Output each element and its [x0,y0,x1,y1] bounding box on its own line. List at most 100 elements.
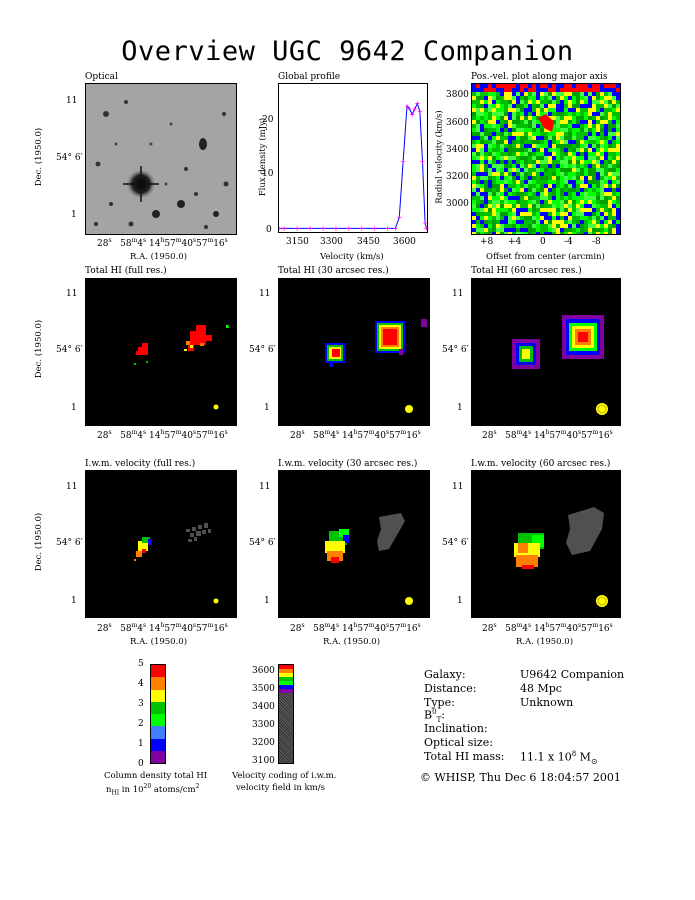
profile-point-17 [415,101,420,106]
flux-axis-label: Flux density (mJy) [258,117,269,197]
ra-ticks-optical: 28s 58m4s 14h57m40s57m16s [97,237,228,249]
dec-tick-1-r3: 1 [71,596,77,606]
vcb-tick-3100: 3100 [252,756,275,766]
distance-value: 48 Mpc [520,682,562,695]
pv-emission [538,114,554,132]
pv-panel-title: Pos.-vel. plot along major axis [471,72,608,82]
pv-tick-p4: +4 [508,237,522,247]
velocity-colorbar [278,664,294,764]
ra-ticks-r2c: 28s 58m4s 14h57m40s57m16s [482,429,613,441]
profile-point-6 [346,226,351,231]
density-swatch-1 [151,677,165,690]
profile-point-13 [405,104,410,109]
profile-point-15 [410,112,415,117]
vel-tick-3150: 3150 [286,237,309,247]
density-swatch-0 [151,665,165,678]
dec-tick-54-6-r3c: 54° 6′ [442,538,469,548]
profile-point-8 [372,226,377,231]
profile-point-12 [401,159,406,164]
velocity-swatch-1 [279,669,293,673]
bt-label: B0T: [424,708,445,724]
density-swatch-6 [151,738,165,751]
density-label-2: nHI in 1020 atoms/cm2 [106,783,200,797]
velocity-60-map [471,470,621,618]
optical-size-label: Optical size: [424,736,493,749]
optical-image [85,83,237,235]
ra-axis-label-optical: R.A. (1950.0) [130,252,188,262]
dec-axis-label-row2: Dec. (1950.0) [34,319,45,379]
profile-curve [279,101,427,229]
density-tick-3: 3 [138,699,144,709]
velocity-code-label-2: velocity field in km/s [236,783,325,793]
dec-axis-label-row3: Dec. (1950.0) [34,512,45,572]
pv-tick-m4: -4 [564,237,573,247]
density-colorbar [150,664,166,764]
velocity-axis-label: Velocity (km/s) [320,252,384,262]
profile-point-16 [412,107,417,111]
global-profile-chart [278,83,429,233]
dec-tick-54-6-r3b: 54° 6′ [249,538,276,548]
dec-tick-54-6-r2b: 54° 6′ [249,345,276,355]
dec-tick-1-r2: 1 [71,403,77,413]
flux-tick-0: 0 [266,225,272,235]
profile-point-5 [333,226,338,231]
vcb-tick-3300: 3300 [252,720,275,730]
velocity-swatch-2 [279,673,293,677]
dec-tick-11-r3c: 11 [452,482,464,492]
page-title: Overview UGC 9642 Companion [121,36,574,67]
dec-tick-11-r2c: 11 [452,289,464,299]
density-swatch-2 [151,689,165,702]
profile-point-10 [393,226,398,231]
velocity-30-map [278,470,430,618]
vcb-tick-3400: 3400 [252,702,275,712]
vcb-tick-3200: 3200 [252,738,275,748]
pv-tick-3600: 3600 [446,118,469,128]
total-hi-30-map [278,278,430,426]
offset-axis-label: Offset from center (arcmin) [486,252,605,262]
dec-tick-11-r2b: 11 [259,289,271,299]
dec-tick-1-r2b: 1 [264,403,270,413]
profile-point-1 [282,226,287,231]
dec-axis-label-optical: Dec. (1950.0) [34,127,45,187]
dec-tick-54-6-r2c: 54° 6′ [442,345,469,355]
profile-point-14 [407,107,412,111]
pv-tick-p8: +8 [480,237,494,247]
total-hi-60-map [471,278,621,426]
dec-tick-1-r2c: 1 [457,403,463,413]
ra-axis-label-r3a: R.A. (1950.0) [130,637,188,647]
density-tick-0: 0 [138,759,144,769]
density-swatch-7 [151,750,165,763]
vel-full-title: I.w.m. velocity (full res.) [85,459,196,469]
vcb-tick-3600: 3600 [252,666,275,676]
ra-axis-label-r3c: R.A. (1950.0) [516,637,574,647]
optical-panel-title: Optical [85,72,118,82]
galaxy-label: Galaxy: [424,668,466,681]
velocity-swatch-5 [279,685,293,689]
mass-value: 11.1 x 108 M⊙ [520,750,598,766]
vcb-tick-3500: 3500 [252,684,275,694]
pv-tick-m8: -8 [592,237,601,247]
profile-panel-title: Global profile [278,72,341,82]
galaxy-value: U9642 Companion [520,668,625,681]
ra-ticks-r3b: 28s 58m4s 14h57m40s57m16s [290,622,421,634]
profile-line [279,101,429,231]
profile-point-9 [385,226,390,231]
profile-point-2 [295,226,300,231]
velocity-swatch-4 [279,681,293,685]
density-swatch-3 [151,701,165,714]
ra-ticks-r2a: 28s 58m4s 14h57m40s57m16s [97,429,228,441]
profile-point-11 [397,215,402,220]
dec-tick-11-r2: 11 [66,289,78,299]
flux-tick-20: 20 [262,115,274,125]
dec-tick-1-r3b: 1 [264,596,270,606]
dec-tick-1: 1 [71,210,77,220]
profile-point-21 [424,226,429,231]
velocity-swatch-3 [279,677,293,681]
vel-60-title: I.w.m. velocity (60 arcsec res.) [471,459,611,469]
total-hi-full-map [85,278,237,426]
density-swatch-5 [151,726,165,739]
pv-tick-0: 0 [540,237,546,247]
density-tick-5: 5 [138,659,144,669]
ra-ticks-r2b: 28s 58m4s 14h57m40s57m16s [290,429,421,441]
velocity-swatch-6 [279,689,293,693]
